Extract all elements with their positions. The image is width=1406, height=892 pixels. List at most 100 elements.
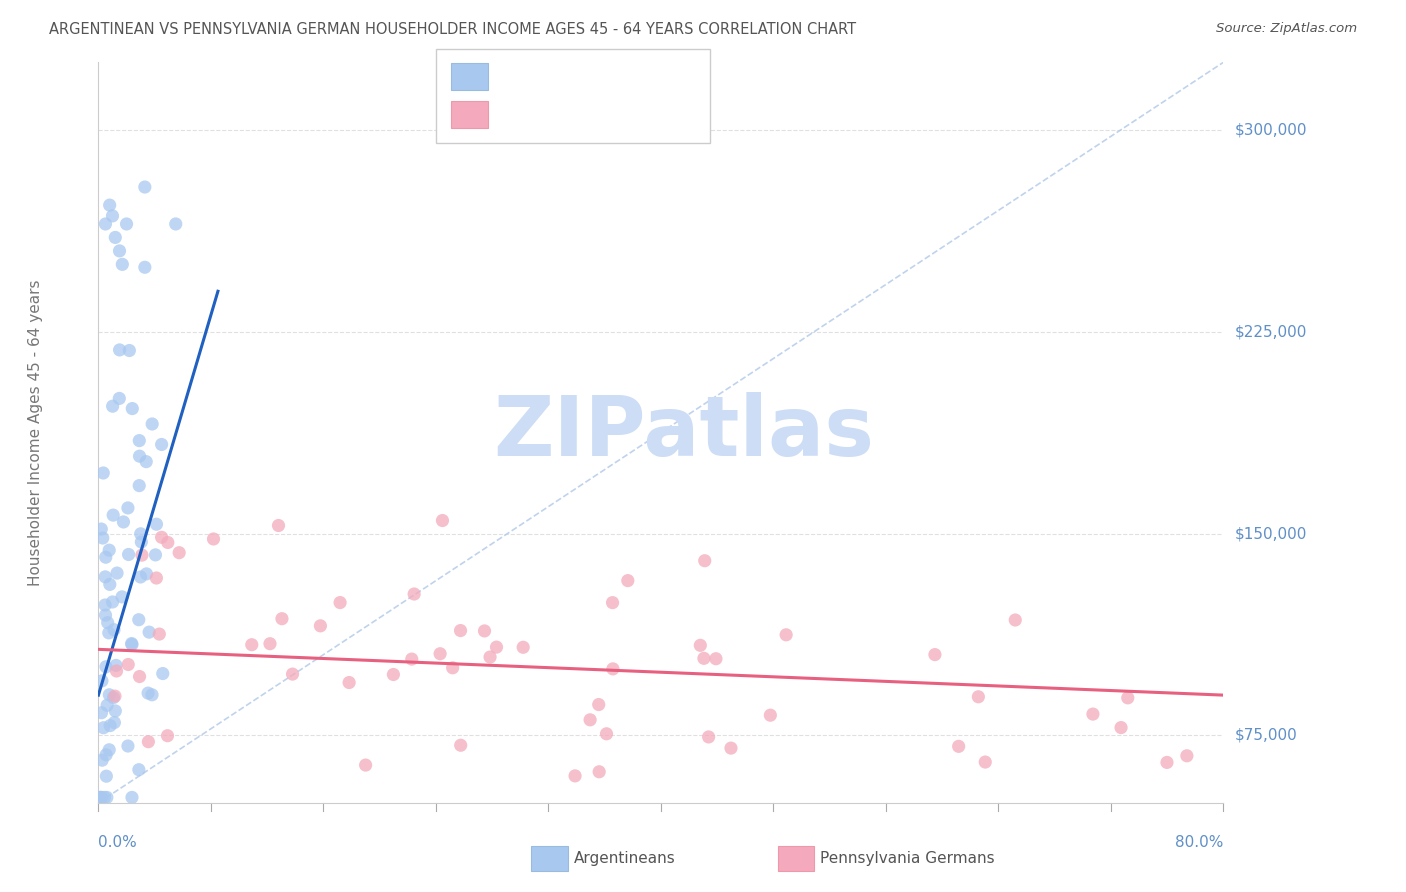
Point (401, 652, 423, 666)
Point (98, 688, 121, 702)
Point (131, 535, 153, 549)
Point (145, 571, 167, 585)
Point (121, 636, 143, 650)
Point (121, 401, 143, 416)
Point (134, 180, 156, 194)
Point (1116, 690, 1139, 705)
Point (103, 715, 125, 730)
Text: 80.0%: 80.0% (1175, 835, 1223, 850)
Point (1081, 707, 1104, 722)
Point (93, 721, 115, 735)
Point (924, 648, 946, 662)
Point (117, 500, 139, 515)
Point (117, 739, 139, 753)
Point (94, 747, 117, 762)
Point (150, 437, 173, 451)
Point (104, 230, 127, 244)
Point (96, 698, 118, 713)
Text: $75,000: $75,000 (1234, 728, 1298, 743)
Point (101, 508, 124, 522)
Point (134, 260, 156, 275)
Point (512, 640, 534, 655)
Point (156, 729, 179, 743)
Point (135, 566, 157, 581)
Point (90, 790, 112, 805)
Point (1109, 721, 1132, 735)
Point (129, 526, 152, 541)
Point (104, 704, 127, 718)
Point (121, 790, 143, 805)
Point (135, 455, 157, 469)
Point (974, 755, 997, 769)
Text: ZIPatlas: ZIPatlas (494, 392, 873, 473)
Point (259, 637, 281, 651)
Point (91, 531, 114, 545)
Point (588, 698, 610, 712)
Point (165, 217, 187, 231)
Point (98, 577, 121, 591)
Point (1004, 613, 1026, 627)
Point (89, 790, 111, 805)
Point (101, 209, 124, 223)
Point (98, 198, 121, 212)
Point (354, 758, 377, 772)
Point (141, 417, 163, 431)
Point (1156, 756, 1178, 770)
Text: $225,000: $225,000 (1234, 324, 1306, 339)
Point (128, 478, 150, 492)
Point (967, 690, 990, 704)
Point (128, 434, 150, 448)
Point (145, 517, 167, 532)
Point (98, 718, 121, 732)
Point (404, 587, 426, 601)
Point (91, 753, 114, 767)
Point (382, 667, 405, 681)
Point (94, 570, 117, 584)
Point (118, 343, 141, 358)
Point (564, 769, 586, 783)
Point (94, 550, 117, 565)
Point (948, 739, 970, 754)
Text: $150,000: $150,000 (1234, 526, 1306, 541)
Point (588, 764, 610, 779)
Text: ARGENTINEAN VS PENNSYLVANIA GERMAN HOUSEHOLDER INCOME AGES 45 - 64 YEARS CORRELA: ARGENTINEAN VS PENNSYLVANIA GERMAN HOUSE… (49, 22, 856, 37)
Point (96, 790, 118, 805)
Point (595, 727, 617, 741)
Text: Argentineans: Argentineans (574, 851, 675, 865)
Point (129, 570, 152, 584)
Point (96, 769, 118, 783)
Text: Source: ZipAtlas.com: Source: ZipAtlas.com (1216, 22, 1357, 36)
Point (91, 466, 114, 480)
Point (474, 624, 496, 638)
Point (281, 667, 304, 681)
Text: 0.0%: 0.0% (98, 835, 138, 850)
Point (94, 659, 117, 673)
Point (117, 657, 139, 672)
Point (271, 612, 294, 626)
Point (775, 628, 797, 642)
Point (309, 619, 332, 633)
Point (112, 515, 135, 529)
Point (108, 392, 131, 406)
Point (337, 675, 360, 690)
Point (138, 735, 160, 749)
Point (128, 449, 150, 463)
Point (90, 522, 112, 536)
Point (156, 535, 179, 549)
Point (138, 625, 160, 640)
Point (94, 608, 117, 623)
Point (94, 598, 117, 612)
Text: $300,000: $300,000 (1234, 122, 1308, 137)
Point (90, 790, 112, 805)
Point (689, 638, 711, 652)
Point (108, 244, 131, 258)
Point (759, 708, 782, 723)
Point (720, 741, 742, 756)
Point (121, 638, 143, 652)
Point (104, 689, 127, 703)
Text: R =  0.382   N =  76: R = 0.382 N = 76 (491, 70, 645, 84)
Point (105, 664, 128, 678)
Point (136, 686, 159, 700)
Point (329, 596, 352, 610)
Point (94, 217, 117, 231)
